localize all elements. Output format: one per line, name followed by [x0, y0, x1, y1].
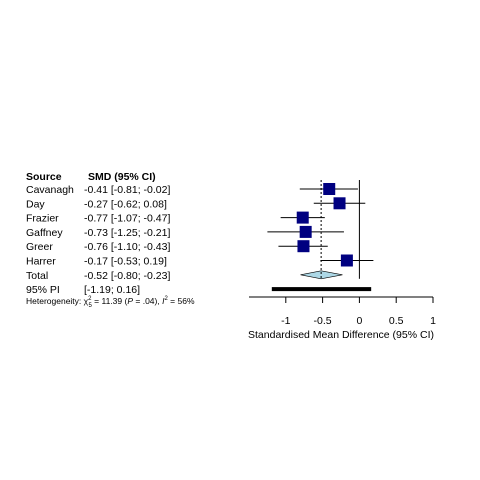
row-label-effect: -0.52 [-0.80; -0.23] [84, 270, 170, 282]
heterogeneity-chi-sub: 5 [88, 303, 92, 309]
x-tick-label: -0.5 [314, 315, 332, 327]
row-label-effect: -0.73 [-1.25; -0.21] [84, 227, 170, 239]
x-tick-label: 0.5 [389, 315, 404, 327]
study-square [296, 211, 309, 224]
row-label-source: Frazier [26, 213, 59, 225]
study-square [340, 254, 353, 267]
row-label-source: Greer [26, 241, 53, 253]
row-label-effect: [-1.19; 0.16] [84, 284, 140, 296]
col-header-effect: SMD (95% CI) [88, 171, 156, 183]
row-label-source: Total [26, 270, 48, 282]
x-tick-label: 1 [430, 315, 436, 327]
row-label-source: 95% PI [26, 284, 60, 296]
heterogeneity-chi: χ [84, 296, 89, 306]
x-tick-label: -1 [281, 315, 290, 327]
row-label-effect: -0.41 [-0.81; -0.02] [84, 184, 170, 196]
row-label-source: Day [26, 198, 45, 210]
row-label-source: Gaffney [26, 227, 63, 239]
heterogeneity-text: Heterogeneity: χ2 5 = 11.39 (P = .04), I2… [26, 296, 195, 309]
row-label-effect: -0.77 [-1.07; -0.47] [84, 213, 170, 225]
heterogeneity-i-label: I [162, 296, 165, 306]
col-header-source: Source [26, 171, 62, 183]
study-square [297, 240, 310, 253]
heterogeneity-chi-sup: 2 [88, 296, 92, 302]
x-tick-label: 0 [356, 315, 362, 327]
x-axis-label: Standardised Mean Difference (95% CI) [248, 329, 434, 341]
heterogeneity-stat: = 11.39 ( [92, 296, 128, 306]
heterogeneity-i-value: = 56% [168, 296, 195, 306]
row-label-effect: -0.17 [-0.53; 0.19] [84, 256, 167, 268]
row-label-source: Cavanagh [26, 184, 74, 196]
row-label-effect: -0.27 [-0.62; 0.08] [84, 198, 167, 210]
total-diamond [300, 270, 343, 280]
study-square [299, 225, 312, 238]
study-square [333, 197, 346, 210]
x-axis: -1 -0.5 0 0.5 1 [249, 296, 436, 327]
study-square [323, 183, 336, 195]
heterogeneity-prefix: Heterogeneity: [26, 296, 84, 306]
heterogeneity-i-sup: 2 [164, 296, 168, 302]
heterogeneity-p-value: = .04), [133, 296, 162, 306]
heterogeneity-p-label: P [127, 296, 133, 306]
prediction-interval-bar [271, 287, 372, 292]
row-label-effect: -0.76 [-1.10; -0.43] [84, 241, 170, 253]
row-label-source: Harrer [26, 256, 56, 268]
